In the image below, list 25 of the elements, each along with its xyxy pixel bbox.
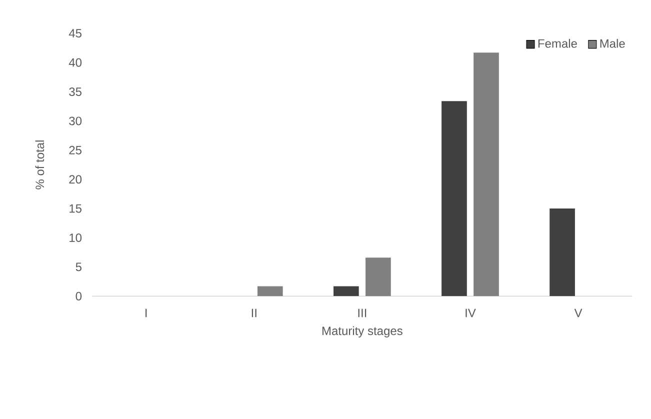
bar [550,208,575,296]
y-tick-label: 45 [68,29,82,38]
bar [257,286,283,296]
bar [334,286,359,296]
x-tick-label: IV [466,308,476,318]
x-tick-label: II [252,308,256,318]
y-tick-label: 20 [69,175,82,184]
x-tick-label: I [146,308,147,318]
y-tick-label: 40 [68,58,82,67]
x-tick-label: V [574,308,582,318]
y-tick-label: 5 [76,262,82,272]
x-tick-label: III [358,308,366,318]
x-axis-title: Maturity stages [322,326,402,338]
y-tick-label: 35 [69,88,82,96]
y-tick-label: 30 [69,116,82,126]
y-axis-title: % of total [35,140,44,190]
y-tick-label: 25 [69,146,82,154]
legend-label: Female [538,39,577,48]
bar [474,52,499,296]
legend-label: Male [600,39,625,48]
bar [366,258,391,296]
y-tick-label: 10 [70,234,82,242]
y-tick-label: 0 [76,292,82,300]
y-tick-label: 15 [70,204,82,213]
bar [442,101,467,296]
